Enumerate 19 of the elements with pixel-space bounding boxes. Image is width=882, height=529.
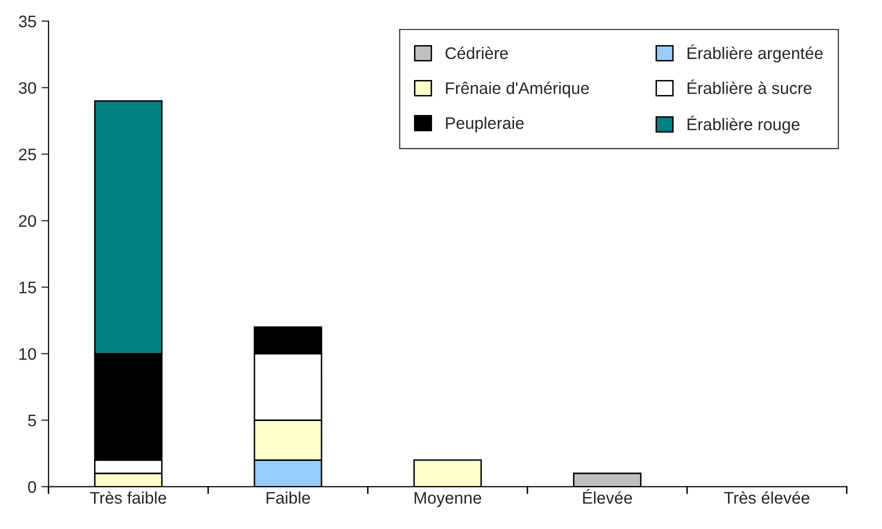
- y-tick-label: 0: [28, 481, 36, 493]
- x-tick-label: Très élevée: [724, 491, 810, 504]
- legend-label: Érablière à sucre: [688, 79, 812, 94]
- x-tick-label: Très faible: [90, 491, 166, 504]
- y-tick-label: 10: [19, 348, 36, 360]
- legend-label: Frênaie d'Amérique: [446, 82, 589, 98]
- x-tick-label: Élevée: [583, 489, 632, 504]
- legend-label: Érablière argentée: [688, 44, 823, 62]
- legend-label: Érablière rouge: [688, 116, 800, 134]
- y-tick-label: 5: [28, 414, 36, 426]
- x-tick-label: Faible: [266, 492, 310, 504]
- y-tick-label: 35: [18, 16, 36, 28]
- y-tick-label: 20: [19, 215, 36, 227]
- y-tick-label: 25: [19, 148, 36, 160]
- y-tick-label: 30: [18, 82, 36, 94]
- legend-label: Cédrière: [446, 46, 508, 60]
- y-tick-label: 15: [19, 282, 36, 294]
- x-tick-label: Moyenne: [414, 492, 482, 508]
- legend-label: Peupleraie: [446, 116, 524, 132]
